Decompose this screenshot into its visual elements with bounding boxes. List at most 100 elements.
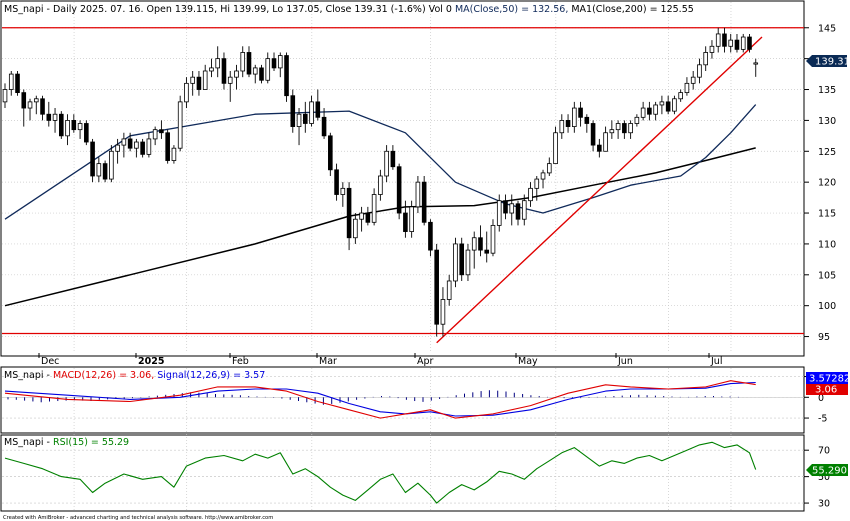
candle-body [384,150,389,177]
candle-body [440,299,446,325]
candle-body [490,224,496,254]
tick-label: 50 [818,472,830,483]
tick-label: 100 [818,301,836,312]
ma200-line [4,147,756,307]
candle-body [653,104,658,115]
signal-badge: 3.06 [806,384,848,396]
tick-label: 120 [818,178,836,189]
rsi-header-prefix: MS_napi - [4,437,53,448]
macd-line [4,380,756,419]
candle-body [371,194,377,223]
candle-body [565,120,571,127]
candle-body [196,76,202,90]
candle-body [603,132,608,152]
candle-body [40,98,45,115]
candle-body [221,58,227,84]
candle-body [690,76,696,84]
candle-body [65,120,70,137]
candle-body [540,172,546,180]
candle-body [715,33,721,47]
candle-body [403,212,408,232]
candle-body [521,200,527,220]
candle-body [740,36,746,50]
footer-credit: Created with AmiBroker - advanced charti… [3,515,273,521]
candle-body [634,116,640,124]
candle-body [590,123,596,146]
candle-body [359,212,364,220]
tick-label: 30 [818,499,830,510]
candle-body [309,101,314,124]
candle-body [127,138,133,149]
candle-body [152,129,158,140]
candle-body [753,62,759,65]
price-series [2,27,804,344]
candle-body [284,55,289,97]
candle-body [509,203,515,214]
rsi-pane[interactable] [0,434,805,512]
ma200-label: MA1(Close,200) = 125.55 [568,4,693,15]
rsi-badge-text: 55.2901 [812,466,850,477]
candle-body [277,55,283,69]
candle-body [584,116,590,124]
candle-body [121,138,127,146]
month-label: Jun [617,356,633,367]
candle-body [515,203,521,220]
candle-body [146,138,152,155]
candle-body [734,39,740,50]
candle-body [459,243,465,276]
tick-label: 130 [818,116,836,127]
macd-label: MACD(12,26) = 3.06, [53,370,154,381]
signal-line [4,381,756,417]
candle-body [71,120,77,131]
candle-body [572,107,577,127]
candle-body [140,141,145,155]
price-header-prefix: MS_napi - Daily 2025. 07. 16. Open 139.1… [4,4,455,15]
candle-body [84,123,89,143]
candle-body [90,141,95,177]
candle-body [709,45,715,53]
candle-body [484,249,490,254]
candle-body [559,120,565,134]
candle-body [665,101,671,112]
tick-label: 125 [818,147,836,158]
price-pane[interactable] [0,0,805,357]
candle-body [159,129,164,134]
price-header: MS_napi - Daily 2025. 07. 16. Open 139.1… [4,4,694,15]
candle-body [659,101,665,106]
candle-body [722,33,727,47]
candle-body [728,39,734,47]
month-label: Apr [417,356,434,367]
candle-body [46,113,52,121]
macd-header: MS_napi - MACD(12,26) = 3.06, Signal(12,… [4,370,265,381]
candle-body [328,135,333,171]
candle-body [546,163,552,174]
candle-body [315,101,321,118]
candle-body [615,123,621,131]
month-label: 2025 [138,356,164,367]
macd-pane[interactable] [0,366,805,434]
candle-body [27,101,33,109]
price-badge-text: 139.31 [815,57,850,68]
candle-body [240,52,246,72]
candle-body [8,73,14,90]
tick-label: 0 [818,393,824,404]
candle-body [622,123,627,134]
rsi-header: MS_napi - RSI(15) = 55.29 [4,437,129,448]
macd-series [2,380,804,419]
candle-body [534,178,540,189]
y-axes: 1451401351301251201151101051009550-57050… [804,23,836,510]
candle-body [353,218,358,239]
candle-body [678,92,683,100]
candle-body [684,82,690,94]
macd-header-prefix: MS_napi - [4,370,53,381]
candle-body [209,67,214,72]
month-label: Jul [710,356,722,367]
candle-body [471,237,477,251]
ma50-label: MA(Close,50) = 132.56, [455,4,568,15]
tick-label: -5 [818,414,827,425]
month-label: Feb [232,356,249,367]
signal-label: Signal(12,26,9) = 3.57 [154,370,265,381]
candle-body [302,113,308,124]
candle-body [252,67,258,75]
